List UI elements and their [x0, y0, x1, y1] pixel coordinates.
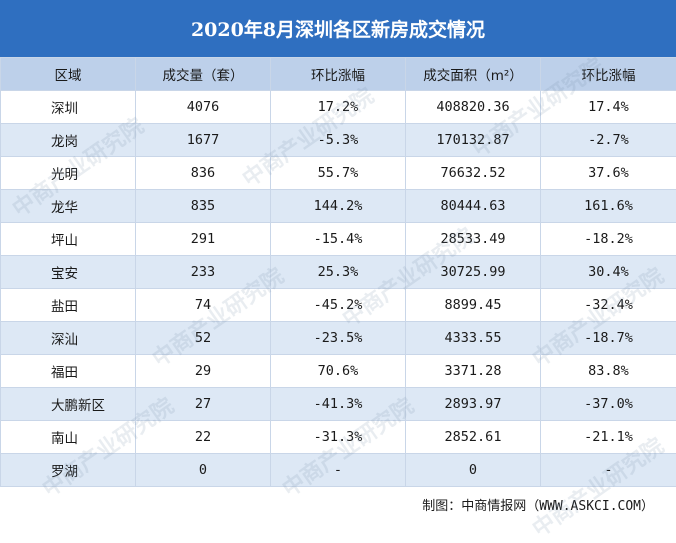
- cell-volume-change: -15.4%: [271, 223, 406, 256]
- cell-volume: 0: [136, 454, 271, 487]
- column-header-area: 成交面积（m²）: [406, 58, 541, 91]
- cell-area: 0: [406, 454, 541, 487]
- cell-region: 福田: [1, 355, 136, 388]
- cell-volume: 233: [136, 256, 271, 289]
- cell-area-change: -32.4%: [541, 289, 676, 322]
- cell-area-change: -18.7%: [541, 322, 676, 355]
- cell-region: 罗湖: [1, 454, 136, 487]
- cell-volume-change: -23.5%: [271, 322, 406, 355]
- cell-region: 龙岗: [1, 124, 136, 157]
- cell-area: 4333.55: [406, 322, 541, 355]
- cell-area: 170132.87: [406, 124, 541, 157]
- cell-volume: 835: [136, 190, 271, 223]
- header-row: 区域 成交量（套） 环比涨幅 成交面积（m²） 环比涨幅: [1, 58, 676, 91]
- cell-area: 2893.97: [406, 388, 541, 421]
- cell-region: 大鹏新区: [1, 388, 136, 421]
- cell-volume: 27: [136, 388, 271, 421]
- cell-volume: 29: [136, 355, 271, 388]
- cell-region: 龙华: [1, 190, 136, 223]
- cell-area: 408820.36: [406, 91, 541, 124]
- cell-volume-change: -31.3%: [271, 421, 406, 454]
- cell-volume-change: -5.3%: [271, 124, 406, 157]
- cell-volume: 74: [136, 289, 271, 322]
- cell-region: 深汕: [1, 322, 136, 355]
- column-header-region: 区域: [1, 58, 136, 91]
- cell-area-change: -: [541, 454, 676, 487]
- cell-volume-change: 25.3%: [271, 256, 406, 289]
- cell-area-change: -37.0%: [541, 388, 676, 421]
- column-header-area-change: 环比涨幅: [541, 58, 676, 91]
- cell-volume: 22: [136, 421, 271, 454]
- cell-volume-change: 17.2%: [271, 91, 406, 124]
- cell-volume: 1677: [136, 124, 271, 157]
- cell-volume-change: 70.6%: [271, 355, 406, 388]
- cell-region: 坪山: [1, 223, 136, 256]
- cell-volume-change: 144.2%: [271, 190, 406, 223]
- cell-area: 28533.49: [406, 223, 541, 256]
- column-header-volume-change: 环比涨幅: [271, 58, 406, 91]
- cell-region: 南山: [1, 421, 136, 454]
- cell-area-change: -18.2%: [541, 223, 676, 256]
- cell-area-change: -2.7%: [541, 124, 676, 157]
- cell-region: 宝安: [1, 256, 136, 289]
- cell-area-change: 37.6%: [541, 157, 676, 190]
- cell-region: 盐田: [1, 289, 136, 322]
- table-title: 2020年8月深圳各区新房成交情况: [0, 0, 676, 57]
- cell-area-change: 161.6%: [541, 190, 676, 223]
- column-header-volume: 成交量（套）: [136, 58, 271, 91]
- cell-region: 光明: [1, 157, 136, 190]
- cell-volume-change: -41.3%: [271, 388, 406, 421]
- cell-area: 8899.45: [406, 289, 541, 322]
- cell-area-change: 30.4%: [541, 256, 676, 289]
- source-note: 制图：中商情报网（WWW.ASKCI.COM）: [422, 495, 654, 514]
- cell-area: 76632.52: [406, 157, 541, 190]
- cell-volume: 291: [136, 223, 271, 256]
- cell-area: 2852.61: [406, 421, 541, 454]
- cell-area: 80444.63: [406, 190, 541, 223]
- cell-volume-change: -45.2%: [271, 289, 406, 322]
- cell-volume: 836: [136, 157, 271, 190]
- cell-volume: 4076: [136, 91, 271, 124]
- cell-area-change: 83.8%: [541, 355, 676, 388]
- cell-volume-change: -: [271, 454, 406, 487]
- cell-area-change: 17.4%: [541, 91, 676, 124]
- cell-area: 30725.99: [406, 256, 541, 289]
- cell-area: 3371.28: [406, 355, 541, 388]
- cell-region: 深圳: [1, 91, 136, 124]
- cell-volume-change: 55.7%: [271, 157, 406, 190]
- cell-volume: 52: [136, 322, 271, 355]
- cell-area-change: -21.1%: [541, 421, 676, 454]
